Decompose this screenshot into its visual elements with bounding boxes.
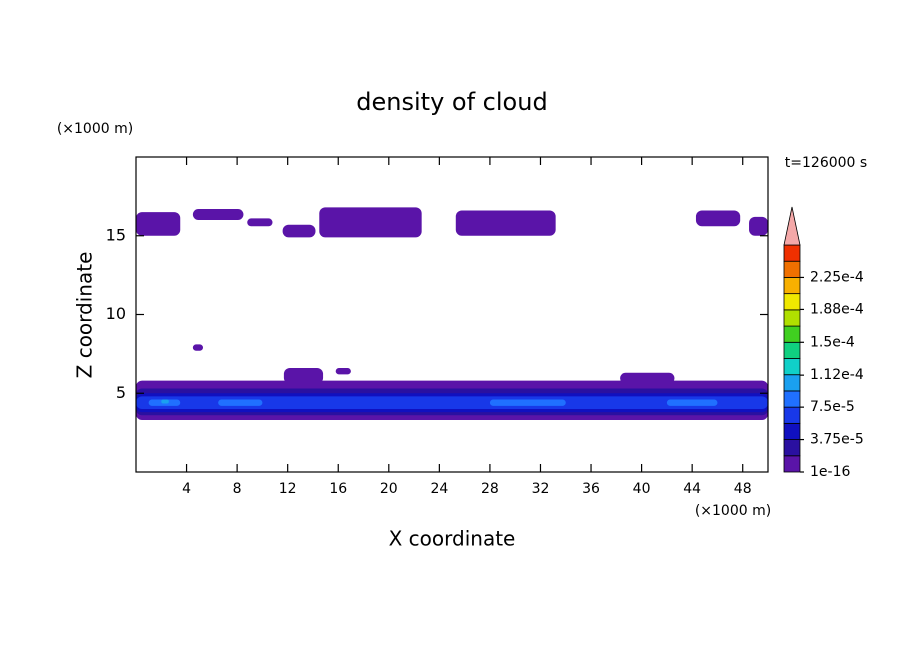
- x-tick-label: 32: [532, 481, 550, 497]
- contour-region: [666, 399, 718, 406]
- colorbar-band: [783, 358, 801, 376]
- time-label: t=126000 s: [785, 155, 867, 171]
- contour-region: [247, 218, 273, 227]
- y-tick-label: 15: [106, 225, 126, 244]
- x-tick-label: 48: [734, 481, 752, 497]
- contour-region: [283, 368, 324, 384]
- contour-region: [192, 208, 244, 220]
- colorbar-tick-label: 1.5e-4: [810, 334, 855, 350]
- colorbar-band: [783, 406, 801, 424]
- colorbar-tick-label: 1.12e-4: [810, 367, 864, 383]
- x-tick-label: 4: [182, 481, 191, 497]
- colorbar-tick-label: 7.5e-5: [810, 399, 855, 415]
- x-tick-label: 12: [279, 481, 297, 497]
- x-tick-label: 8: [233, 481, 242, 497]
- x-tick-label: 28: [481, 481, 499, 497]
- contour-region: [218, 399, 263, 406]
- contour-region: [489, 399, 566, 406]
- colorbar-over: [783, 206, 801, 246]
- y-tick-label: 10: [106, 304, 126, 323]
- colorbar-band: [783, 374, 801, 392]
- x-tick-label: 40: [633, 481, 651, 497]
- contour-region: [695, 210, 741, 227]
- colorbar-band: [783, 341, 801, 359]
- y-axis-label: Z coordinate: [73, 252, 97, 379]
- contour-region: [161, 399, 169, 404]
- contour-region: [192, 344, 203, 351]
- x-tick-label: 16: [329, 481, 347, 497]
- contour-region: [319, 207, 422, 238]
- contour-region: [136, 212, 181, 236]
- x-tick-label: 44: [683, 481, 701, 497]
- colorbar-band: [783, 455, 801, 473]
- contour-region: [455, 210, 556, 236]
- colorbar-band: [783, 439, 801, 457]
- colorbar-band: [783, 422, 801, 440]
- colorbar-band: [783, 390, 801, 408]
- contour-region: [136, 396, 768, 409]
- x-tick-label: 20: [380, 481, 398, 497]
- colorbar-tick-label: 3.75e-5: [810, 432, 864, 448]
- contour-region: [335, 368, 351, 375]
- y-unit: (×1000 m): [57, 121, 133, 137]
- x-axis-label: X coordinate: [389, 527, 516, 551]
- y-tick-label: 5: [116, 383, 126, 402]
- contour-region: [749, 216, 768, 236]
- colorbar-tick-label: 1.88e-4: [810, 301, 864, 317]
- x-tick-label: 36: [582, 481, 600, 497]
- chart-title: density of cloud: [356, 88, 547, 116]
- colorbar-band: [783, 293, 801, 311]
- colorbar-band: [783, 309, 801, 327]
- contour-region: [282, 224, 316, 238]
- x-unit: (×1000 m): [695, 503, 771, 519]
- colorbar-tick-label: 2.25e-4: [810, 269, 864, 285]
- colorbar-band: [783, 260, 801, 278]
- colorbar-tick-label: 1e-16: [810, 464, 850, 480]
- colorbar-band: [783, 325, 801, 343]
- colorbar-band: [783, 244, 801, 262]
- colorbar-band: [783, 277, 801, 295]
- x-tick-label: 24: [430, 481, 448, 497]
- plot-frame: [135, 156, 769, 473]
